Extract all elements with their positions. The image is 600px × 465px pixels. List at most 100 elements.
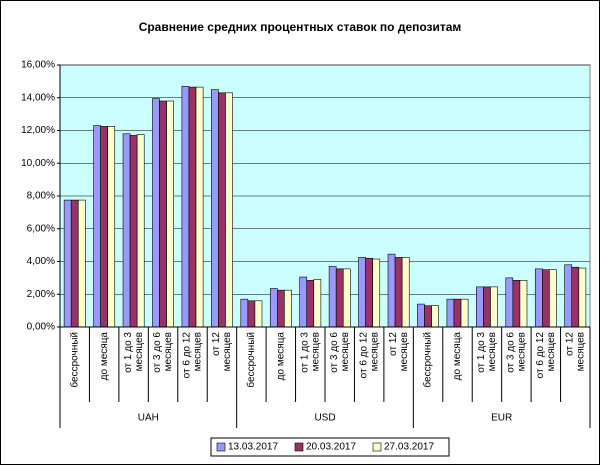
x-tick-label: месяцев (134, 332, 145, 371)
y-tick-label: 14,00% (21, 92, 55, 103)
bar (159, 100, 167, 328)
legend-swatch (216, 442, 226, 452)
bar (328, 266, 337, 328)
bar (63, 199, 72, 328)
bar (136, 134, 145, 328)
y-tick-label: 4,00% (27, 256, 55, 267)
x-tick-label: месяцев (222, 332, 233, 371)
bar (195, 86, 204, 328)
bar (284, 289, 292, 328)
y-tick-label: 2,00% (27, 289, 55, 300)
bar (107, 126, 116, 328)
bar (490, 286, 498, 328)
x-tick-label: от 1 до 3 (299, 332, 310, 373)
x-tick-label: от 12 (388, 332, 399, 356)
bar (483, 286, 491, 328)
bar (505, 277, 514, 328)
x-tick-label: месяцев (487, 332, 498, 371)
bar (401, 257, 410, 328)
x-tick-label: от 6 до 12 (358, 332, 369, 379)
bar (254, 300, 263, 328)
bar (476, 286, 484, 328)
bar (519, 280, 528, 328)
x-tick-label: от 1 до 3 (123, 332, 134, 373)
y-tick-label: 12,00% (21, 125, 55, 136)
x-tick-label: бессрочный (245, 332, 257, 388)
bar (225, 92, 233, 328)
x-tick-label: месяцев (399, 332, 410, 371)
x-tick-label: месяцев (163, 332, 174, 371)
bar (93, 125, 101, 328)
bar (181, 85, 190, 328)
x-tick-label: до месяца (452, 332, 463, 381)
bar (571, 266, 580, 328)
group-label: EUR (491, 413, 512, 424)
bar (240, 298, 249, 328)
y-tick-label: 6,00% (27, 223, 55, 234)
legend-label: 20.03.2017 (306, 442, 356, 453)
bar (188, 86, 197, 328)
x-tick-label: бессрочный (422, 332, 434, 388)
x-tick-label: месяцев (546, 332, 557, 371)
bar (342, 268, 351, 328)
bar (211, 89, 219, 328)
x-tick-label: месяцев (193, 332, 204, 371)
x-tick-label: от 3 до 6 (152, 332, 163, 373)
bar (299, 276, 308, 328)
bar (100, 126, 108, 328)
x-tick-label: от 12 (211, 332, 222, 356)
legend-swatch (294, 442, 304, 452)
x-tick-label: от 6 до 12 (535, 332, 546, 379)
bar (453, 298, 462, 328)
bar (306, 280, 315, 328)
x-tick-label: месяцев (310, 332, 321, 371)
group-label: USD (314, 413, 335, 424)
bar (564, 264, 573, 328)
legend-swatch (372, 442, 382, 452)
x-tick-label: от 12 (564, 332, 575, 356)
x-tick-label: месяцев (517, 332, 528, 371)
bar (313, 279, 322, 328)
bar (417, 303, 425, 328)
bar (460, 298, 469, 328)
bar (549, 269, 557, 328)
group-label: UAH (138, 413, 159, 424)
bar (372, 258, 381, 328)
x-tick-label: от 6 до 12 (182, 332, 193, 379)
legend-label: 13.03.2017 (228, 442, 278, 453)
x-tick-label: до месяца (275, 332, 286, 381)
bar (129, 135, 138, 328)
bar (335, 268, 344, 328)
bar (578, 267, 587, 328)
bar (446, 298, 455, 328)
y-tick-label: 8,00% (27, 191, 55, 202)
x-tick-label: месяцев (369, 332, 380, 371)
bar (534, 268, 543, 328)
x-tick-label: месяцев (340, 332, 351, 371)
x-tick-label: до месяца (99, 332, 110, 381)
bar (166, 100, 174, 328)
x-tick-label: бессрочный (68, 332, 80, 388)
bar (431, 305, 439, 328)
bar (512, 280, 521, 328)
bar (247, 300, 256, 328)
x-tick-label: месяцев (575, 332, 586, 371)
bar (365, 257, 373, 328)
x-tick-label: от 3 до 6 (329, 332, 340, 373)
legend-box (210, 437, 450, 457)
chart-title: Сравнение средних процентных ставок по д… (139, 20, 462, 34)
bar (424, 305, 432, 328)
y-tick-label: 0,00% (27, 322, 55, 333)
bar (276, 289, 285, 328)
bar (541, 269, 550, 328)
bar (77, 199, 86, 328)
bar (218, 92, 226, 328)
bar (269, 288, 278, 328)
y-tick-label: 16,00% (21, 60, 55, 71)
legend-label: 27.03.2017 (384, 442, 434, 453)
bar (70, 199, 79, 328)
y-tick-label: 10,00% (21, 158, 55, 169)
bar (152, 98, 160, 328)
x-tick-label: от 3 до 6 (506, 332, 517, 373)
